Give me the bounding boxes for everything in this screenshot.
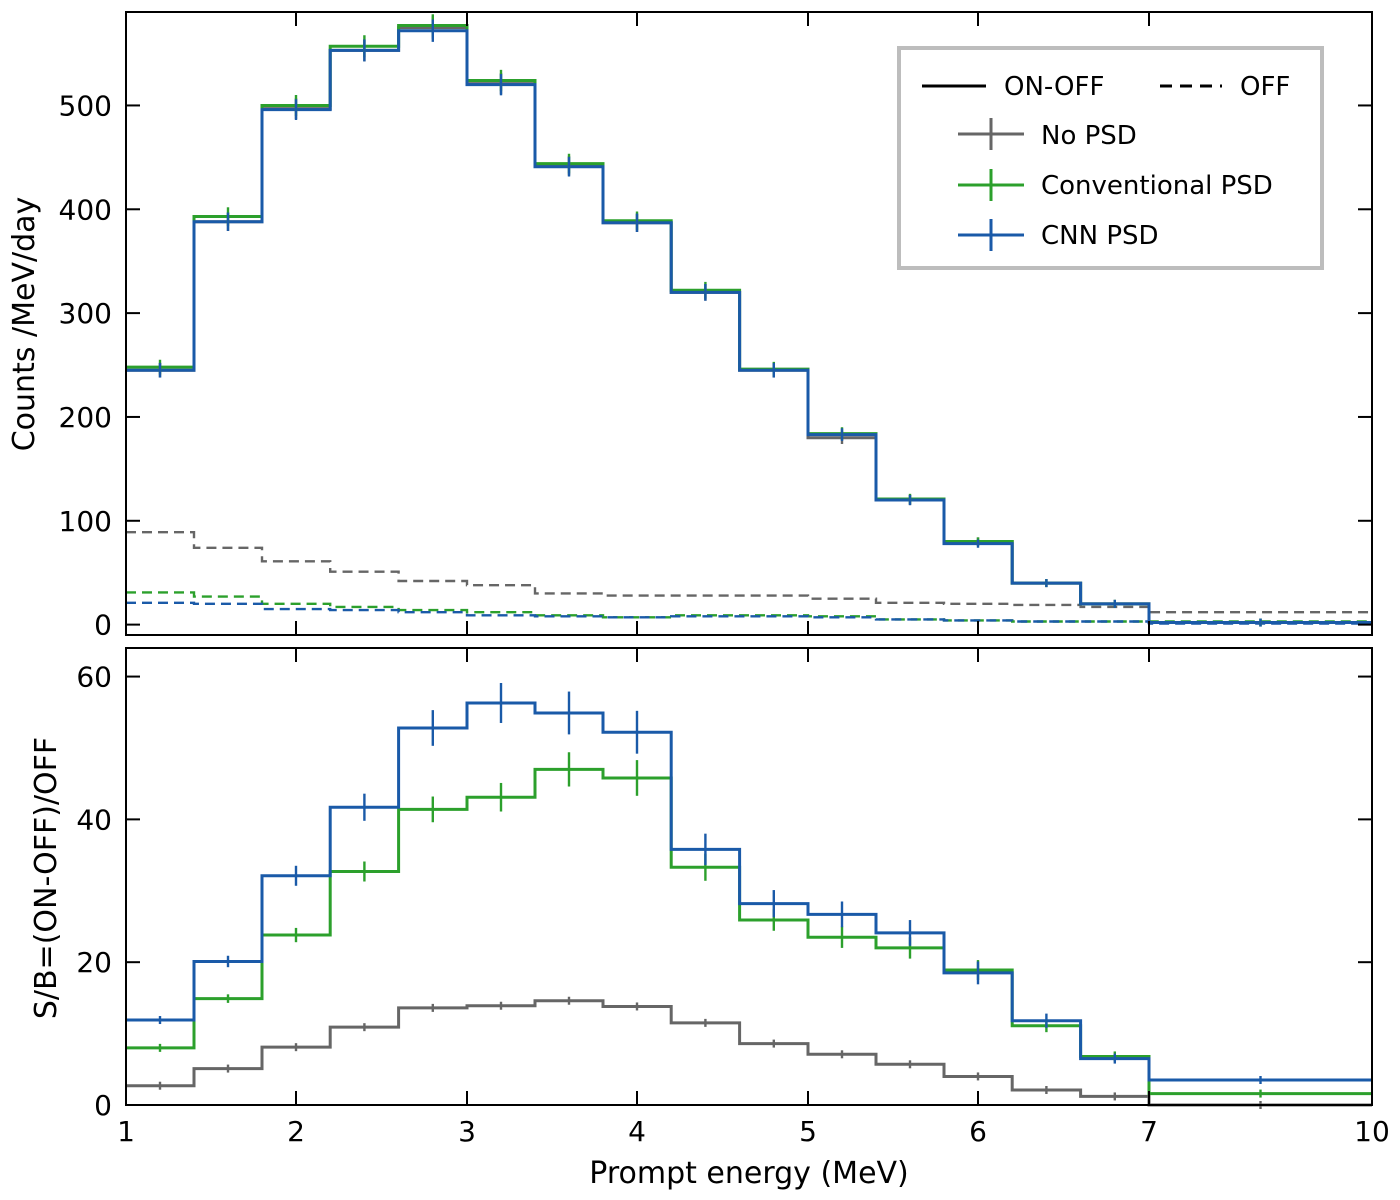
x-tick-label: 5 bbox=[799, 1115, 817, 1148]
bottom-y-tick-label: 60 bbox=[76, 661, 112, 694]
top-panel-frame bbox=[125, 11, 1373, 636]
x-tick-label: 10 bbox=[1354, 1115, 1390, 1148]
legend-no-psd-label: No PSD bbox=[1041, 121, 1137, 151]
x-tick-label: 7 bbox=[1140, 1115, 1158, 1148]
top-y-tick-label: 500 bbox=[59, 89, 112, 122]
top-no-psd-off-step bbox=[126, 531, 1372, 614]
bottom-panel-frame bbox=[125, 647, 1373, 1106]
top-conventional-psd-off-step bbox=[126, 591, 1372, 623]
x-tick-label: 3 bbox=[458, 1115, 476, 1148]
bottom-no-psd-sb-step bbox=[126, 999, 1372, 1107]
bottom-panel: 0 20 40 60 1 2 3 4 5 6 7 10 S/B=(ON-OFF)/OFF Prompt… bbox=[29, 647, 1390, 1191]
bottom-panel-ylabel: S/B=(ON-OFF)/OFF bbox=[29, 737, 64, 1019]
top-panel-ticks: 0 100 200 300 400 500 bbox=[59, 12, 1373, 642]
top-panel: 0 100 200 300 400 500 Counts /MeV/day ON-OFF … bbox=[7, 11, 1373, 642]
bottom-y-tick-label: 0 bbox=[94, 1089, 112, 1122]
legend-cnn-psd-label: CNN PSD bbox=[1041, 221, 1159, 251]
x-tick-label: 4 bbox=[628, 1115, 646, 1148]
top-cnn-psd-off-step bbox=[126, 601, 1372, 625]
legend-on-off-label: ON-OFF bbox=[1004, 72, 1104, 102]
top-y-tick-label: 100 bbox=[59, 505, 112, 538]
x-axis-label: Prompt energy (MeV) bbox=[589, 1156, 909, 1191]
bottom-cnn-psd-sb-step bbox=[126, 701, 1372, 1082]
bottom-panel-ticks: 0 20 40 60 1 2 3 4 5 6 7 10 bbox=[76, 648, 1390, 1148]
bottom-panel-error-bars bbox=[158, 682, 1262, 1109]
top-y-tick-label: 200 bbox=[59, 401, 112, 434]
x-tick-label: 2 bbox=[287, 1115, 305, 1148]
top-cnn-psd-on-off-step bbox=[126, 29, 1372, 625]
top-y-tick-label: 0 bbox=[94, 609, 112, 642]
top-panel-ylabel: Counts /MeV/day bbox=[7, 197, 42, 452]
top-panel-error-bars bbox=[158, 14, 1262, 627]
bottom-y-tick-label: 20 bbox=[76, 946, 112, 979]
top-y-tick-label: 300 bbox=[59, 297, 112, 330]
top-y-tick-label: 400 bbox=[59, 193, 112, 226]
legend: ON-OFF OFF No PSD Conventional PSD CNN P… bbox=[897, 46, 1324, 270]
x-tick-label: 6 bbox=[969, 1115, 987, 1148]
x-tick-label: 1 bbox=[117, 1115, 135, 1148]
bottom-y-tick-label: 40 bbox=[76, 803, 112, 836]
bottom-panel-series bbox=[126, 701, 1372, 1107]
legend-conventional-psd-label: Conventional PSD bbox=[1041, 171, 1273, 201]
legend-off-label: OFF bbox=[1240, 72, 1290, 102]
top-panel-series bbox=[126, 23, 1372, 625]
